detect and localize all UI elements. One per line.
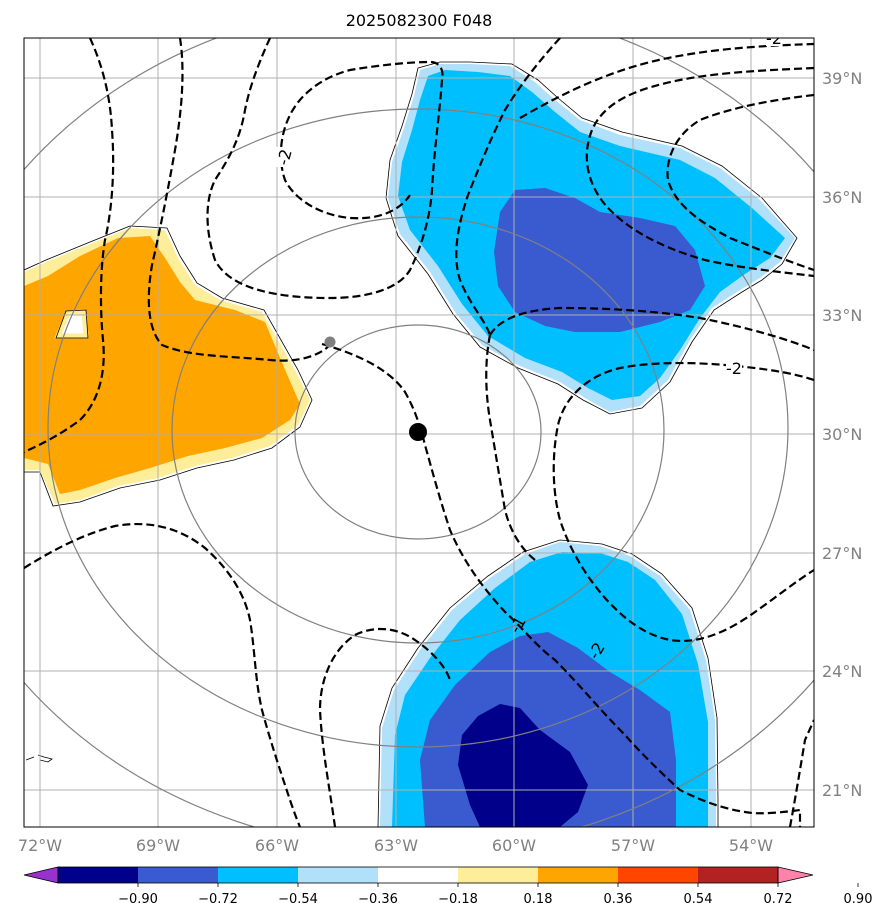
colorbar-swatch-3: [218, 867, 298, 883]
contour-northwest: [147, 38, 331, 362]
outline-w: [24, 225, 313, 507]
contour-label-bg-3: [726, 359, 742, 377]
contour-label-2: -2: [766, 29, 782, 48]
contour-south-center: [318, 627, 452, 827]
colorbar-swatch-4: [298, 867, 378, 883]
field-dark-blue-s: [458, 704, 588, 827]
field-orange-w: [24, 236, 300, 494]
field-outlines: [24, 61, 798, 827]
colorbar-tick-label-4: −0.36: [358, 892, 398, 907]
colorbar-swatch-7: [538, 867, 618, 883]
lon-label-66w: 66°W: [255, 836, 299, 855]
negative-field-northeast: [388, 64, 795, 412]
colorbar-extend-low: [23, 866, 59, 884]
outline-s: [377, 539, 719, 827]
colorbar-frame: [57, 866, 779, 884]
contour-center-south: [321, 342, 802, 827]
colorbar-tick-label-5: −0.18: [438, 892, 478, 907]
field-white-hole-w: [54, 309, 89, 339]
contour-east-4: [552, 361, 814, 643]
colorbar-tick-label-7: 0.36: [604, 892, 633, 907]
contour-east-3: [489, 306, 814, 352]
outline-hole: [55, 309, 89, 339]
colorbar-tick-label-10: 0.90: [844, 892, 873, 907]
colorbar-tick-label-1: −0.90: [118, 892, 158, 907]
contour-northeast-2: [519, 42, 814, 119]
previous-center-marker: [324, 336, 336, 348]
contour-label-bg-1: [276, 147, 290, 167]
negative-field-south: [380, 542, 716, 827]
colorbar-tick-label-3: −0.54: [278, 892, 318, 907]
lat-label-27n: 27°N: [822, 544, 862, 563]
colorbar-swatch-5: [378, 867, 458, 883]
colorbar-swatch-9: [698, 867, 778, 883]
lat-label-30n: 30°N: [822, 425, 862, 444]
contour-northeast-1: [455, 38, 561, 336]
latitude-labels: 39°N 36°N 33°N 30°N 27°N 24°N 21°N: [822, 69, 862, 800]
colorbar: −0.90 −0.72 −0.54 −0.36 −0.18 0.18 0.36 0.54 0.7…: [23, 866, 873, 907]
field-mid-blue-ne: [494, 188, 705, 332]
lat-label-36n: 36°N: [822, 188, 862, 207]
contour-label-bg-2: [766, 38, 782, 46]
lon-label-57w: 57°W: [611, 836, 655, 855]
colorbar-tick-label-2: −0.72: [198, 892, 238, 907]
contour-east-loop: [585, 66, 814, 278]
positive-field-west: [24, 228, 310, 504]
longitude-labels: 72°W 69°W 66°W 63°W 60°W 57°W 54°W: [18, 836, 773, 855]
lon-label-54w: 54°W: [729, 836, 773, 855]
contour-east-2: [666, 93, 814, 272]
contour-southwest: [24, 522, 302, 827]
lat-label-39n: 39°N: [822, 69, 862, 88]
storm-center-marker: [409, 423, 427, 441]
colorbar-swatch-8: [618, 867, 698, 883]
contour-west-loop: [24, 38, 115, 454]
lon-label-60w: 60°W: [492, 836, 536, 855]
colorbar-tick-label-6: 0.18: [524, 892, 553, 907]
lon-label-69w: 69°W: [136, 836, 180, 855]
range-ring-1: [294, 324, 542, 540]
colorbar-swatch-1: [58, 867, 138, 883]
gridlines: [24, 38, 814, 827]
lon-label-72w: 72°W: [18, 836, 62, 855]
lat-label-21n: 21°N: [822, 781, 862, 800]
lon-label-63w: 63°W: [374, 836, 418, 855]
contour-center-east: [485, 334, 536, 561]
contour-far-southeast: [788, 719, 814, 827]
colorbar-tick-label-9: 0.72: [764, 892, 793, 907]
map-frame: [23, 37, 815, 828]
outline-ne: [385, 61, 798, 415]
dashed-contours: [24, 38, 814, 827]
contour-label-1: -2: [273, 147, 295, 167]
contour-label-3: -2: [726, 359, 742, 378]
colorbar-swatch-2: [138, 867, 218, 883]
figure-title: 2025082300 F048: [346, 11, 493, 30]
colorbar-swatch-6: [458, 867, 538, 883]
colorbar-tick-label-8: 0.54: [684, 892, 713, 907]
contour-north-center: [206, 38, 444, 300]
colorbar-extend-high: [777, 866, 814, 884]
range-ring-3: [47, 108, 789, 748]
lat-label-33n: 33°N: [822, 306, 862, 325]
lat-label-24n: 24°N: [822, 662, 862, 681]
map-area: -2 -2 -2 -1 -2: [24, 29, 814, 827]
coastline-island: [25, 754, 53, 763]
